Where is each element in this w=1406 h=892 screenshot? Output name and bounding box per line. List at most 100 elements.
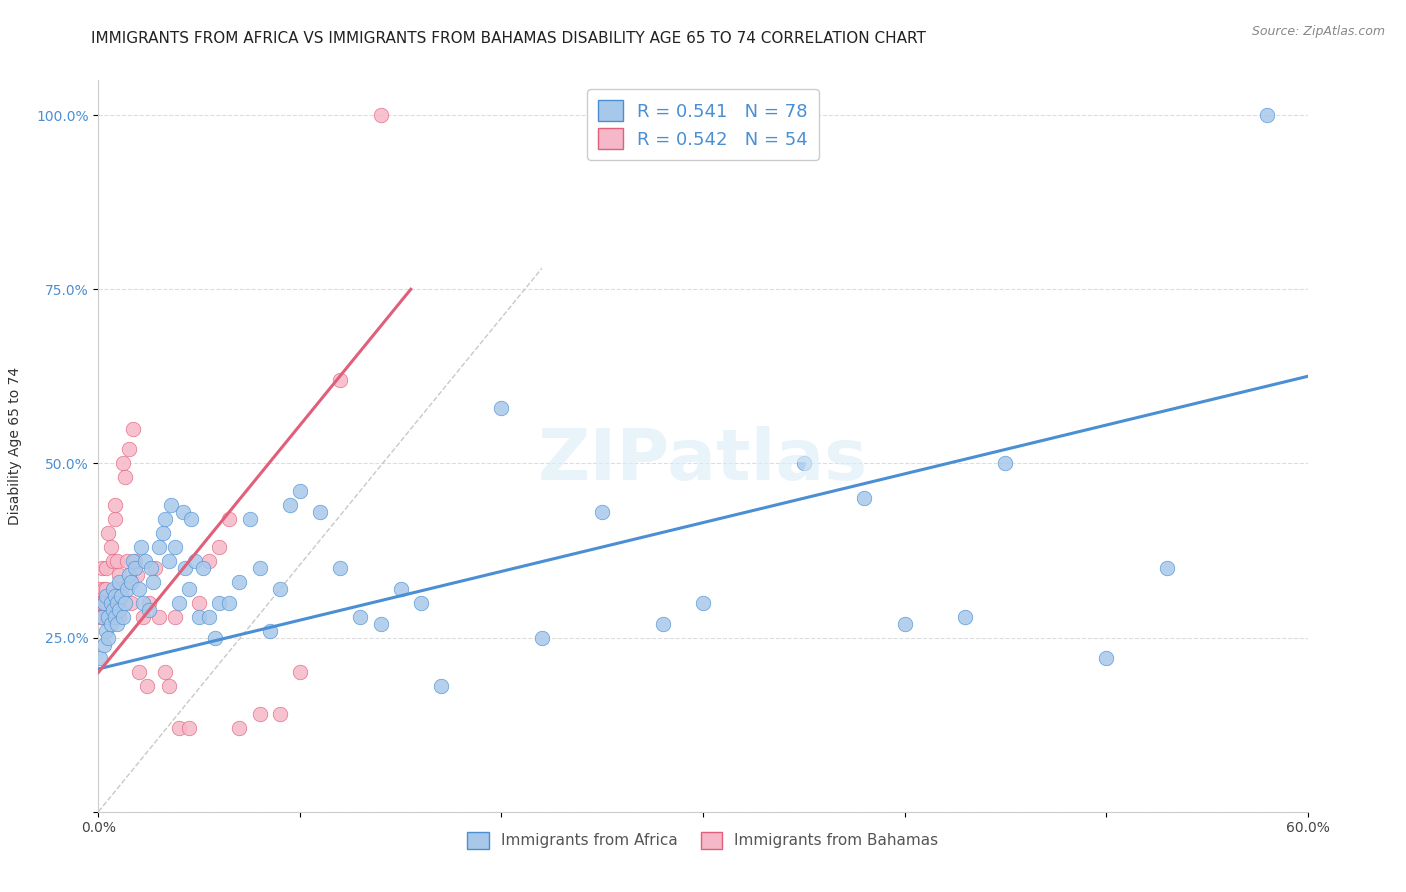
Point: [409, 596, 432, 610]
Point: [138, 596, 160, 610]
Point: [259, 624, 281, 638]
Point: [114, 470, 136, 484]
Point: [111, 609, 134, 624]
Point: [180, 512, 202, 526]
Point: [96, 624, 118, 638]
Point: [100, 596, 122, 610]
Point: [97, 609, 120, 624]
Point: [93, 596, 115, 610]
Point: [208, 540, 231, 554]
Point: [218, 512, 240, 526]
Point: [103, 512, 125, 526]
Point: [124, 554, 146, 568]
Point: [97, 609, 120, 624]
Point: [124, 561, 146, 575]
Point: [153, 512, 176, 526]
Point: [148, 609, 170, 624]
Point: [93, 582, 115, 596]
Point: [269, 707, 291, 722]
Point: [125, 567, 148, 582]
Point: [491, 401, 513, 415]
Point: [103, 498, 125, 512]
Point: [93, 609, 115, 624]
Point: [105, 616, 128, 631]
Point: [105, 596, 128, 610]
Point: [91, 561, 114, 575]
Point: [128, 582, 150, 596]
Point: [160, 498, 183, 512]
Point: [101, 603, 124, 617]
Point: [142, 574, 165, 589]
Point: [100, 540, 122, 554]
Point: [120, 596, 142, 610]
Point: [128, 665, 150, 680]
Point: [167, 721, 190, 735]
Point: [105, 554, 128, 568]
Point: [174, 561, 197, 575]
Point: [138, 603, 160, 617]
Point: [1095, 651, 1118, 665]
Point: [184, 554, 207, 568]
Point: [110, 582, 132, 596]
Legend: Immigrants from Africa, Immigrants from Bahamas: Immigrants from Africa, Immigrants from …: [461, 825, 945, 855]
Point: [370, 108, 392, 122]
Point: [228, 721, 250, 735]
Point: [179, 582, 201, 596]
Point: [121, 554, 143, 568]
Point: [389, 582, 412, 596]
Point: [110, 589, 132, 603]
Point: [135, 679, 157, 693]
Point: [107, 609, 129, 624]
Point: [139, 561, 162, 575]
Point: [103, 589, 125, 603]
Point: [103, 609, 125, 624]
Point: [107, 574, 129, 589]
Point: [198, 554, 221, 568]
Point: [530, 631, 553, 645]
Point: [118, 442, 141, 457]
Point: [101, 582, 124, 596]
Point: [105, 596, 128, 610]
Point: [167, 596, 190, 610]
Point: [93, 638, 115, 652]
Point: [179, 721, 201, 735]
Point: [269, 582, 291, 596]
Point: [107, 603, 129, 617]
Point: [994, 457, 1017, 471]
Point: [651, 616, 673, 631]
Point: [132, 596, 155, 610]
Point: [204, 631, 226, 645]
Text: Source: ZipAtlas.com: Source: ZipAtlas.com: [1251, 25, 1385, 38]
Point: [148, 540, 170, 554]
Point: [218, 596, 240, 610]
Point: [93, 596, 115, 610]
Point: [115, 554, 138, 568]
Point: [329, 373, 352, 387]
Point: [157, 554, 180, 568]
Point: [152, 526, 174, 541]
Point: [100, 616, 122, 631]
Point: [115, 582, 138, 596]
Point: [278, 498, 301, 512]
Point: [163, 540, 186, 554]
Point: [129, 540, 152, 554]
Point: [208, 596, 231, 610]
Point: [953, 609, 976, 624]
Point: [591, 505, 613, 519]
Point: [121, 421, 143, 435]
Point: [120, 574, 142, 589]
Point: [114, 596, 136, 610]
Point: [349, 609, 371, 624]
Point: [893, 616, 915, 631]
Point: [288, 665, 311, 680]
Point: [309, 505, 332, 519]
Point: [89, 651, 111, 665]
Point: [239, 512, 262, 526]
Point: [91, 596, 114, 610]
Point: [1256, 108, 1278, 122]
Point: [188, 609, 211, 624]
Text: ZIPatlas: ZIPatlas: [538, 426, 868, 495]
Point: [97, 526, 120, 541]
Point: [89, 596, 111, 610]
Point: [96, 589, 118, 603]
